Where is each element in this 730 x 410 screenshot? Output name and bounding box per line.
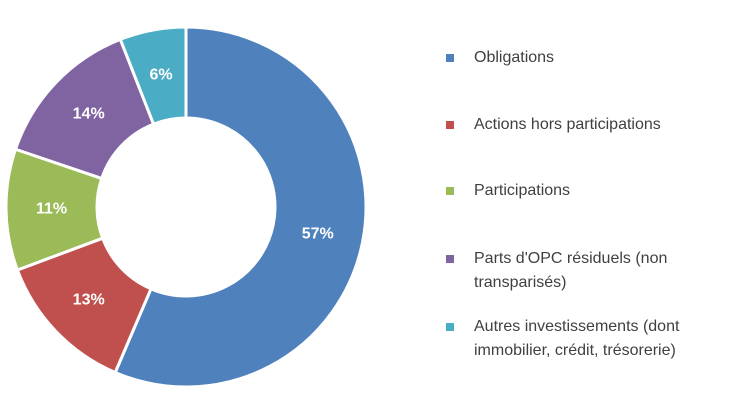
legend-label: Autres investissements (dont immobilier,… — [474, 318, 680, 359]
slice-label-autres: 6% — [149, 66, 172, 83]
slice-label-obligations: 57% — [302, 226, 334, 243]
slices-layer — [4, 25, 368, 389]
legend-label: Participations — [474, 182, 571, 199]
slice-obligations — [113, 25, 368, 389]
slice-label-participations: 11% — [36, 201, 67, 218]
slice-label-actions: 13% — [73, 291, 105, 308]
labels-layer: 57% 13% 11% 14% 6% — [36, 66, 334, 308]
slice-opc — [14, 37, 156, 180]
legend-label: Actions hors participations — [474, 116, 661, 133]
legend-swatch — [446, 121, 454, 129]
slice-label-opc: 14% — [73, 106, 105, 123]
legend-swatch — [446, 54, 454, 62]
legend-swatch — [446, 323, 454, 331]
slice-autres — [118, 25, 188, 126]
legend-swatch — [446, 187, 454, 195]
legend-label: Parts d'OPC résiduels (non transparisés) — [474, 250, 668, 291]
legend: Obligations Actions hors participations … — [446, 0, 726, 410]
legend-label: Obligations — [474, 49, 555, 66]
legend-swatch — [446, 255, 454, 263]
